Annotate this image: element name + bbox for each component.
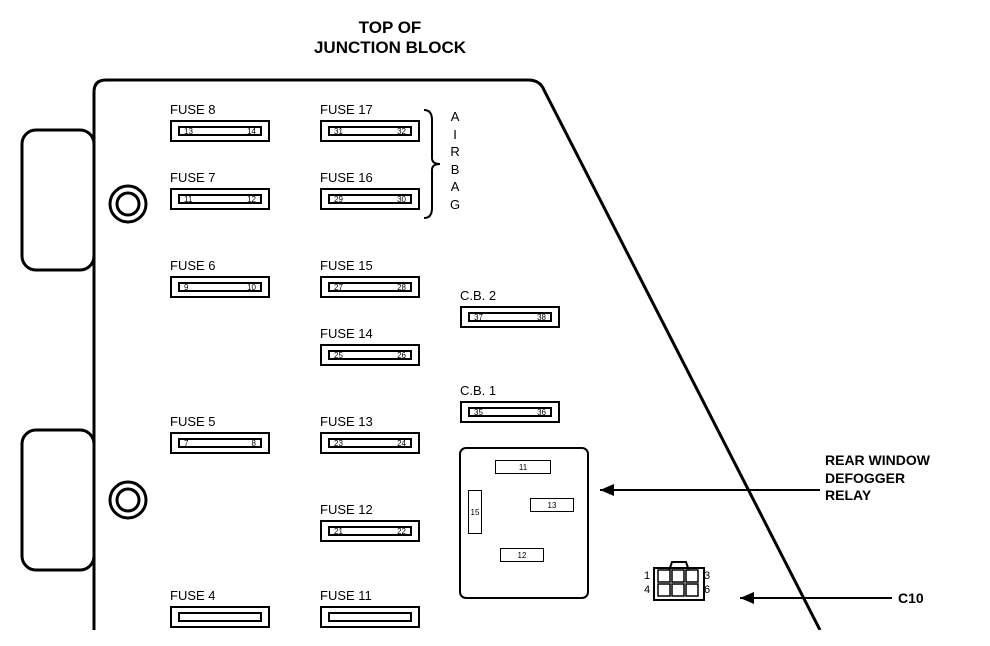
fuse-label: C.B. 2 bbox=[460, 288, 496, 303]
fuse-body bbox=[170, 606, 270, 628]
relay-inner-box: 15 bbox=[468, 490, 482, 534]
fuse-label: FUSE 8 bbox=[170, 102, 216, 117]
fuse-fuse-15: FUSE 152728 bbox=[320, 276, 420, 316]
relay-inner-box: 12 bbox=[500, 548, 544, 562]
fuse-label: FUSE 15 bbox=[320, 258, 373, 273]
c10-pin-1: 1 bbox=[644, 570, 650, 582]
fuse-c-b-1: C.B. 13536 bbox=[460, 401, 560, 441]
fuse-inner: 2122 bbox=[328, 526, 412, 536]
fuse-label: FUSE 17 bbox=[320, 102, 373, 117]
fuse-body: 3132 bbox=[320, 120, 420, 142]
fuse-inner: 2728 bbox=[328, 282, 412, 292]
fuse-body: 1112 bbox=[170, 188, 270, 210]
fuse-inner: 2324 bbox=[328, 438, 412, 448]
fuse-label: FUSE 7 bbox=[170, 170, 216, 185]
fuse-fuse-7: FUSE 71112 bbox=[170, 188, 270, 228]
fuse-body: 2122 bbox=[320, 520, 420, 542]
relay-label: REAR WINDOW DEFOGGER RELAY bbox=[825, 452, 930, 505]
c10-pin-6: 6 bbox=[704, 584, 710, 596]
fuse-label: FUSE 12 bbox=[320, 502, 373, 517]
fuse-fuse-14: FUSE 142526 bbox=[320, 344, 420, 384]
fuse-fuse-4: FUSE 4 bbox=[170, 606, 270, 646]
fuse-fuse-16: FUSE 162930 bbox=[320, 188, 420, 228]
fuse-label: C.B. 1 bbox=[460, 383, 496, 398]
fuse-body: 910 bbox=[170, 276, 270, 298]
fuse-body: 2728 bbox=[320, 276, 420, 298]
fuse-fuse-17: FUSE 173132 bbox=[320, 120, 420, 160]
relay-label-2: DEFOGGER bbox=[825, 470, 905, 486]
fuse-body: 2526 bbox=[320, 344, 420, 366]
c10-pin-3: 3 bbox=[704, 570, 710, 582]
fuse-body bbox=[320, 606, 420, 628]
fuse-inner: 2930 bbox=[328, 194, 412, 204]
fuse-fuse-5: FUSE 578 bbox=[170, 432, 270, 472]
fuse-fuse-8: FUSE 81314 bbox=[170, 120, 270, 160]
fuse-label: FUSE 14 bbox=[320, 326, 373, 341]
fuse-inner: 3132 bbox=[328, 126, 412, 136]
fuse-inner: 3738 bbox=[468, 312, 552, 322]
fuse-inner bbox=[328, 612, 412, 622]
fuse-label: FUSE 11 bbox=[320, 588, 372, 603]
fuse-inner: 78 bbox=[178, 438, 262, 448]
fuse-label: FUSE 13 bbox=[320, 414, 373, 429]
fuse-fuse-6: FUSE 6910 bbox=[170, 276, 270, 316]
airbag-label: AIRBAG bbox=[450, 108, 460, 213]
fuse-fuse-12: FUSE 122122 bbox=[320, 520, 420, 560]
fuse-inner: 3536 bbox=[468, 407, 552, 417]
fuse-label: FUSE 16 bbox=[320, 170, 373, 185]
fuse-c-b-2: C.B. 23738 bbox=[460, 306, 560, 346]
fuse-body: 3738 bbox=[460, 306, 560, 328]
fuse-label: FUSE 5 bbox=[170, 414, 216, 429]
fuse-inner bbox=[178, 612, 262, 622]
fuse-label: FUSE 6 bbox=[170, 258, 216, 273]
fuse-label: FUSE 4 bbox=[170, 588, 216, 603]
fuse-inner: 910 bbox=[178, 282, 262, 292]
fuse-inner: 1112 bbox=[178, 194, 262, 204]
fuse-body: 78 bbox=[170, 432, 270, 454]
fuse-body: 1314 bbox=[170, 120, 270, 142]
fuse-inner: 2526 bbox=[328, 350, 412, 360]
relay-inner-box: 11 bbox=[495, 460, 551, 474]
fuse-body: 2930 bbox=[320, 188, 420, 210]
relay-label-1: REAR WINDOW bbox=[825, 452, 930, 468]
c10-pin-4: 4 bbox=[644, 584, 650, 596]
c10-label: C10 bbox=[898, 590, 924, 608]
relay-inner-box: 13 bbox=[530, 498, 574, 512]
fuse-inner: 1314 bbox=[178, 126, 262, 136]
fuse-body: 2324 bbox=[320, 432, 420, 454]
relay-label-3: RELAY bbox=[825, 487, 871, 503]
fuse-body: 3536 bbox=[460, 401, 560, 423]
c10-label-text: C10 bbox=[898, 590, 924, 606]
fuse-fuse-11: FUSE 11 bbox=[320, 606, 420, 646]
fuse-fuse-13: FUSE 132324 bbox=[320, 432, 420, 472]
